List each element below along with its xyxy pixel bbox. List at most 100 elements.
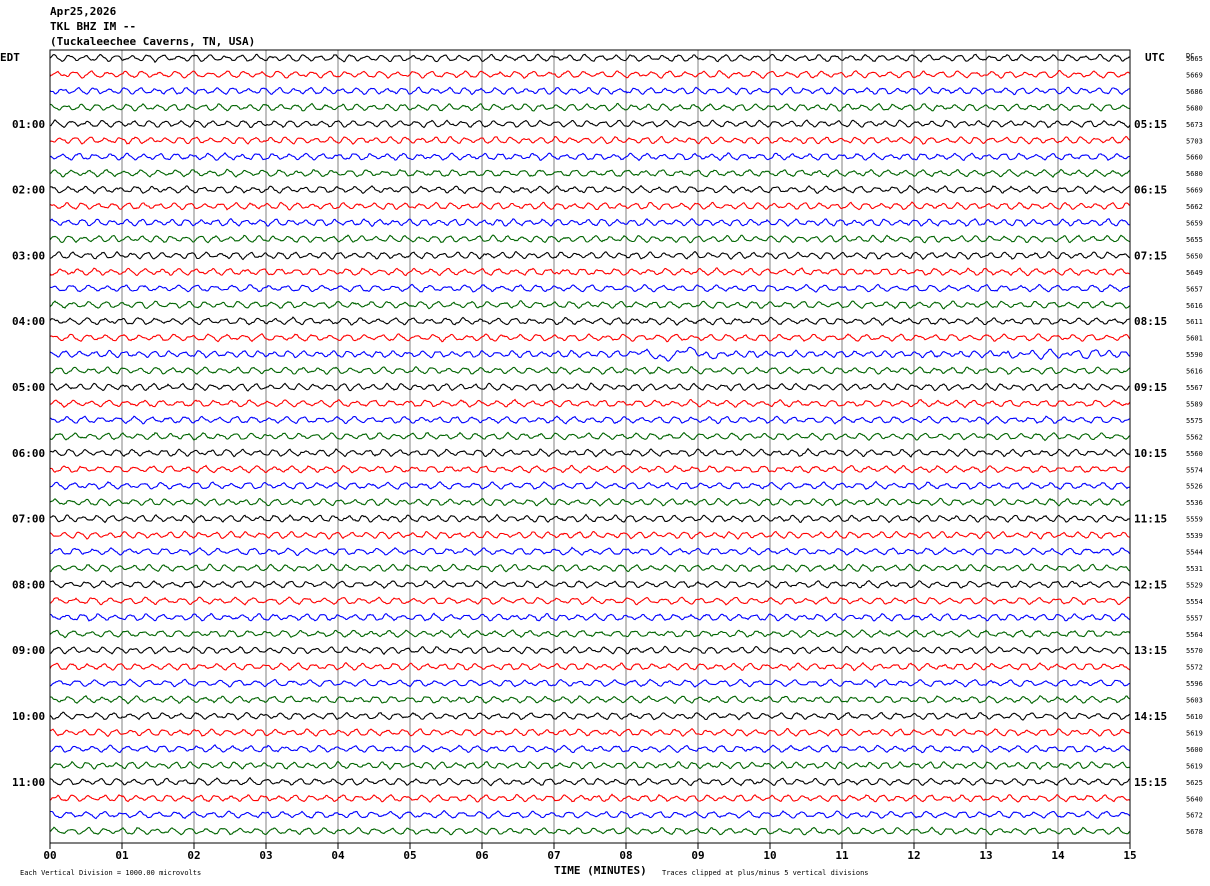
- trace-line: [49, 793, 1131, 803]
- edt-hour-label: 05:00: [12, 381, 45, 394]
- trace-line: [49, 612, 1131, 622]
- dc-offset-label: 5659: [1186, 220, 1203, 228]
- x-tick-label: 13: [979, 849, 992, 862]
- trace-line: [49, 530, 1131, 540]
- dc-column-label: DC: [1186, 52, 1194, 60]
- utc-hour-label: 14:15: [1134, 710, 1167, 723]
- dc-offset-label: 5600: [1186, 746, 1203, 754]
- edt-hour-label: 11:00: [12, 776, 45, 789]
- dc-offset-label: 5672: [1186, 812, 1203, 820]
- dc-offset-label: 5526: [1186, 483, 1203, 491]
- edt-hour-label: 03:00: [12, 249, 45, 262]
- x-tick-label: 05: [403, 849, 416, 862]
- dc-offset-label: 5572: [1186, 664, 1203, 672]
- plot-frame: [49, 49, 1131, 844]
- edt-hour-label: 09:00: [12, 644, 45, 657]
- trace-line: [49, 596, 1131, 606]
- station-label: TKL BHZ IM --: [50, 20, 137, 33]
- edt-hour-label: 04:00: [12, 315, 45, 328]
- dc-offset-label: 5529: [1186, 581, 1203, 589]
- edt-hour-label: 07:00: [12, 513, 45, 526]
- dc-offset-label: 5686: [1186, 88, 1203, 96]
- trace-line: [49, 678, 1131, 688]
- dc-offset-label: 5564: [1186, 631, 1203, 639]
- trace-line: [49, 727, 1131, 738]
- trace-line: [49, 546, 1131, 556]
- minute-grid: [49, 50, 1131, 849]
- dc-offset-label: 5610: [1186, 713, 1203, 721]
- x-tick-label: 14: [1051, 849, 1065, 862]
- trace-line: [49, 184, 1131, 195]
- dc-offset-label: 5616: [1186, 302, 1203, 310]
- trace-line: [49, 415, 1131, 425]
- trace-line: [49, 267, 1131, 277]
- trace-line: [50, 645, 1131, 656]
- trace-line: [49, 365, 1131, 376]
- dc-offset-label: 5531: [1186, 565, 1203, 573]
- trace-line: [49, 629, 1131, 639]
- trace-line: [49, 135, 1131, 145]
- trace-line: [49, 346, 1131, 362]
- trace-line: [49, 579, 1131, 589]
- utc-hour-label: 05:15: [1134, 118, 1167, 131]
- trace-line: [49, 250, 1131, 261]
- scale-note: Each Vertical Division = 1000.00 microvo…: [20, 869, 201, 877]
- dc-offset-label: 5589: [1186, 400, 1203, 408]
- utc-hour-label: 07:15: [1134, 249, 1167, 262]
- dc-offset-label: 5678: [1186, 828, 1203, 836]
- trace-line: [49, 711, 1131, 721]
- dc-offset-label: 5570: [1186, 647, 1203, 655]
- x-tick-label: 00: [43, 849, 56, 862]
- dc-offset-label: 5669: [1186, 187, 1203, 195]
- edt-hour-label: 10:00: [12, 710, 45, 723]
- trace-line: [50, 119, 1131, 129]
- x-tick-label: 11: [835, 849, 849, 862]
- edt-hour-label: 08:00: [12, 578, 45, 591]
- trace-line: [49, 563, 1131, 573]
- dc-offset-label: 5660: [1186, 154, 1203, 162]
- utc-hour-label: 08:15: [1134, 315, 1167, 328]
- x-tick-label: 04: [331, 849, 345, 862]
- dc-offset-label: 5554: [1186, 598, 1203, 606]
- date-label: Apr25,2026: [50, 5, 117, 18]
- utc-hour-label: 09:15: [1134, 381, 1167, 394]
- dc-offset-label: 5539: [1186, 532, 1203, 540]
- dc-offset-label: 5669: [1186, 71, 1203, 79]
- dc-offset-label: 5640: [1186, 795, 1203, 803]
- dc-offset-label: 5601: [1186, 335, 1203, 343]
- dc-offset-label: 5619: [1186, 729, 1203, 737]
- utc-axis-label: UTC: [1145, 51, 1165, 64]
- trace-line: [49, 217, 1131, 228]
- utc-hour-label: 06:15: [1134, 184, 1167, 197]
- trace-line: [49, 464, 1131, 474]
- trace-line: [49, 70, 1131, 79]
- dc-offset-label: 5567: [1186, 384, 1203, 392]
- dc-offset-label: 5665: [1186, 55, 1203, 63]
- utc-hour-label: 12:15: [1134, 578, 1167, 591]
- trace-line: [49, 431, 1131, 442]
- trace-line: [49, 152, 1131, 162]
- trace-line: [49, 382, 1131, 392]
- dc-offset-label: 5680: [1186, 104, 1203, 112]
- dc-offset-label: 5603: [1186, 697, 1203, 705]
- dc-offset-label: 5559: [1186, 516, 1203, 524]
- dc-offset-label: 5662: [1186, 203, 1203, 211]
- trace-line: [49, 809, 1131, 820]
- dc-offset-label: 5657: [1186, 285, 1203, 293]
- trace-line: [49, 234, 1131, 244]
- trace-line: [49, 744, 1131, 754]
- edt-axis-label: EDT: [0, 51, 20, 64]
- dc-offset-label: 5575: [1186, 417, 1203, 425]
- trace-line: [49, 283, 1131, 293]
- trace-line: [49, 201, 1131, 211]
- trace-line: [49, 332, 1131, 343]
- dc-offset-label: 5619: [1186, 762, 1203, 770]
- x-tick-label: 07: [547, 849, 560, 862]
- x-tick-label: 03: [259, 849, 272, 862]
- dc-offset-label: 5557: [1186, 614, 1203, 622]
- utc-hour-label: 10:15: [1134, 447, 1167, 460]
- x-tick-label: 10: [763, 849, 776, 862]
- dc-offset-label: 5655: [1186, 236, 1203, 244]
- dc-offset-label: 5574: [1186, 466, 1203, 474]
- trace-line: [49, 168, 1131, 178]
